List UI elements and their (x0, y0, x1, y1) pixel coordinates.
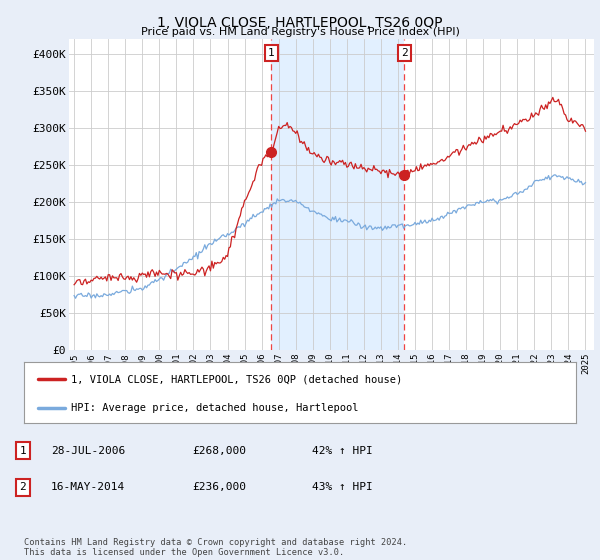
Text: Contains HM Land Registry data © Crown copyright and database right 2024.
This d: Contains HM Land Registry data © Crown c… (24, 538, 407, 557)
Text: 1: 1 (268, 48, 275, 58)
Text: £268,000: £268,000 (192, 446, 246, 456)
Text: 43% ↑ HPI: 43% ↑ HPI (312, 482, 373, 492)
Text: £236,000: £236,000 (192, 482, 246, 492)
Text: 1, VIOLA CLOSE, HARTLEPOOL, TS26 0QP: 1, VIOLA CLOSE, HARTLEPOOL, TS26 0QP (157, 16, 443, 30)
Text: 1: 1 (19, 446, 26, 456)
Text: Price paid vs. HM Land Registry's House Price Index (HPI): Price paid vs. HM Land Registry's House … (140, 27, 460, 37)
Text: 1, VIOLA CLOSE, HARTLEPOOL, TS26 0QP (detached house): 1, VIOLA CLOSE, HARTLEPOOL, TS26 0QP (de… (71, 374, 402, 384)
Bar (271, 39, 404, 350)
Text: HPI: Average price, detached house, Hartlepool: HPI: Average price, detached house, Hart… (71, 403, 358, 413)
Text: 42% ↑ HPI: 42% ↑ HPI (312, 446, 373, 456)
Text: 28-JUL-2006: 28-JUL-2006 (51, 446, 125, 456)
Text: 2: 2 (19, 482, 26, 492)
Text: 16-MAY-2014: 16-MAY-2014 (51, 482, 125, 492)
Text: 2: 2 (401, 48, 407, 58)
